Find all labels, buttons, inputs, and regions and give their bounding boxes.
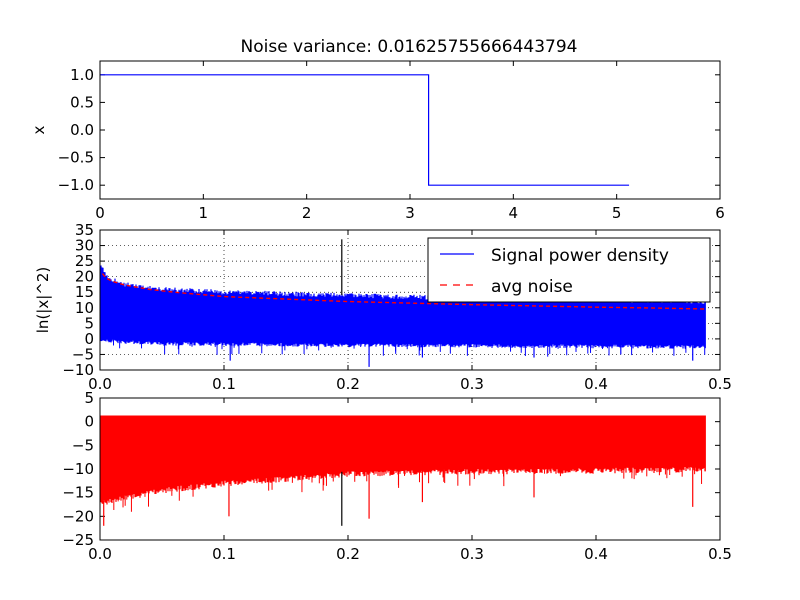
y-tick-label: 10 <box>75 299 94 317</box>
y-tick-label: −25 <box>62 531 94 549</box>
plot-area <box>100 74 630 186</box>
x-tick-label: 5 <box>612 204 622 222</box>
chart-panel-middle: ln(|x|^2) 0.0 0.1 0.2 0.3 0.4 0.5−10−50510152… <box>34 221 732 393</box>
y-tick-label: 0 <box>84 330 94 348</box>
y-tick-label: 1.0 <box>70 66 94 84</box>
y-tick-label: 0.0 <box>70 121 94 139</box>
axes-frame <box>99 229 721 371</box>
y-tick-label: −0.5 <box>58 149 94 167</box>
y-tick-label: 5 <box>84 314 94 332</box>
x-tick-label: 0 <box>95 204 105 222</box>
y-tick-label: 0 <box>84 413 94 431</box>
x-tick-label: 0.4 <box>584 375 608 393</box>
x-tick-label: 2 <box>302 204 312 222</box>
y-tick-label: 15 <box>75 283 94 301</box>
y-tick-label: −1.0 <box>58 176 94 194</box>
legend-label-avg-noise: avg noise <box>491 277 573 297</box>
x-tick-label: 1 <box>199 204 209 222</box>
x-tick-label: 0.5 <box>708 545 732 563</box>
x-tick-label: 0.3 <box>460 545 484 563</box>
avg-noise-line <box>101 273 706 310</box>
y-axis-label: ln(|x|^2) <box>34 267 52 333</box>
x-tick-label: 0.0 <box>88 375 112 393</box>
chart-title: Noise variance: 0.01625755666443794 <box>241 37 578 57</box>
y-tick-label: −10 <box>62 361 94 379</box>
y-tick-label: −20 <box>62 507 94 525</box>
y-tick-label: 35 <box>75 221 94 239</box>
y-axis-label: x <box>30 125 48 134</box>
x-tick-label: 0.3 <box>460 375 484 393</box>
x-tick-label: 0.4 <box>584 545 608 563</box>
y-tick-label: −5 <box>72 345 94 363</box>
axes-frame <box>99 397 721 541</box>
x-tick-label: 0.0 <box>88 545 112 563</box>
y-tick-label: −10 <box>62 460 94 478</box>
y-tick-label: −15 <box>62 484 94 502</box>
axis-ticks: 0.0 0.1 0.2 0.3 0.4 0.5 5 0 −5 −10 −15 −20 −25 <box>62 389 732 563</box>
x-tick-label: 4 <box>509 204 519 222</box>
y-tick-label: −5 <box>72 436 94 454</box>
x-tick-label: 0.1 <box>212 375 236 393</box>
x-tick-label: 3 <box>405 204 415 222</box>
axes-frame <box>99 60 721 200</box>
signal-band <box>100 265 706 349</box>
y-tick-label: 25 <box>75 252 94 270</box>
plot-area <box>100 415 706 526</box>
y-tick-label: 0.5 <box>70 93 94 111</box>
legend-box <box>427 237 711 303</box>
chart-panel-top: Noise variance: 0.01625755666443794 x 0 1… <box>30 37 725 222</box>
x-tick-label: 0.1 <box>212 545 236 563</box>
legend: Signal power density avg noise <box>427 237 711 303</box>
y-tick-label: 5 <box>84 389 94 407</box>
y-tick-label: 30 <box>75 237 94 255</box>
x-tick-label: 0.2 <box>336 375 360 393</box>
x-tick-label: 6 <box>715 204 725 222</box>
x-tick-label: 0.2 <box>336 545 360 563</box>
y-tick-label: 20 <box>75 268 94 286</box>
chart-panel-bottom: 0.0 0.1 0.2 0.3 0.4 0.5 5 0 −5 −10 −15 −20 −25 <box>62 389 732 563</box>
plot-area <box>100 239 706 367</box>
axis-ticks: 0 1 2 3 4 5 6 1.0 0.5 0.0 −0.5 −1.0 <box>58 61 725 222</box>
series-line <box>100 74 630 186</box>
legend-label-signal: Signal power density <box>491 246 669 266</box>
signal-band <box>100 415 706 505</box>
x-tick-label: 0.5 <box>708 375 732 393</box>
